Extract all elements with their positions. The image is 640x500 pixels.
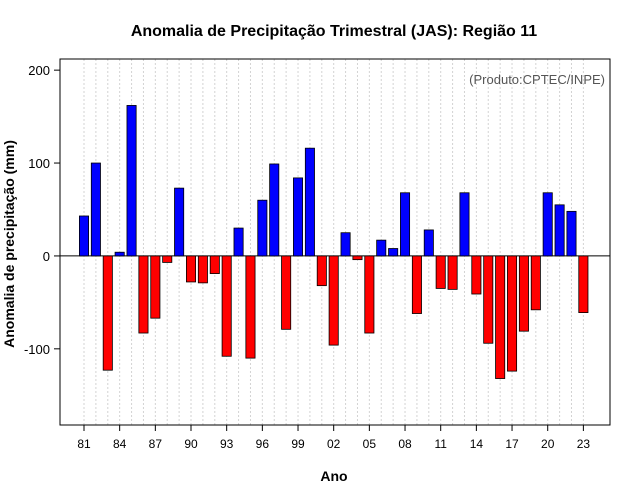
bar-19 <box>530 255 541 311</box>
bar-16 <box>495 255 506 379</box>
bar-95 <box>245 255 256 359</box>
bar-08 <box>400 192 411 257</box>
bar-13 <box>459 192 470 257</box>
bar-14 <box>471 255 482 295</box>
x-tick-label: 99 <box>291 437 305 451</box>
bar-06 <box>376 239 387 257</box>
bar-91 <box>197 255 208 284</box>
bar-21 <box>554 204 565 257</box>
bar-09 <box>411 255 422 314</box>
chart-title: Anomalia de Precipitação Trimestral (JAS… <box>131 23 537 40</box>
x-tick-label: 96 <box>256 437 270 451</box>
bar-03 <box>340 232 351 257</box>
x-tick-label: 20 <box>541 437 555 451</box>
y-axis: -100 0 100 200 <box>24 63 60 357</box>
x-tick-label: 08 <box>398 437 412 451</box>
y-tick-label: 200 <box>28 63 50 78</box>
bar-17 <box>507 255 518 372</box>
bar-02 <box>328 255 339 346</box>
bar-05 <box>364 255 375 334</box>
bars-layer <box>79 105 589 379</box>
x-tick-label: 23 <box>577 437 591 451</box>
bar-85 <box>126 105 137 257</box>
y-axis-title: Anomalia de precipitação (mm) <box>1 140 17 348</box>
bar-88 <box>162 255 173 263</box>
bar-98 <box>281 255 292 330</box>
y-tick-label: 0 <box>43 249 50 264</box>
bar-22 <box>566 210 577 257</box>
bar-10 <box>423 229 434 257</box>
bar-90 <box>186 255 197 283</box>
x-tick-label: 02 <box>327 437 341 451</box>
bar-92 <box>209 255 220 274</box>
bar-20 <box>542 192 553 257</box>
x-tick-label: 14 <box>470 437 484 451</box>
bar-15 <box>483 255 494 344</box>
bar-93 <box>221 255 232 357</box>
y-tick-label: 100 <box>28 156 50 171</box>
bar-84 <box>114 251 125 257</box>
bar-04 <box>352 255 363 261</box>
bar-94 <box>233 227 244 257</box>
bar-97 <box>269 163 280 257</box>
bar-89 <box>174 187 185 257</box>
bar-86 <box>138 255 149 334</box>
x-tick-label: 17 <box>505 437 519 451</box>
bar-81 <box>79 215 90 257</box>
bar-00 <box>304 147 315 257</box>
x-tick-label: 81 <box>77 437 91 451</box>
x-tick-label: 05 <box>363 437 377 451</box>
bar-07 <box>388 248 399 257</box>
x-tick-label: 90 <box>184 437 198 451</box>
bar-87 <box>150 255 161 319</box>
bar-96 <box>257 199 268 257</box>
x-tick-label: 84 <box>113 437 127 451</box>
bar-99 <box>293 177 304 257</box>
bar-83 <box>102 255 113 371</box>
bar-82 <box>90 162 101 257</box>
x-tick-label: 11 <box>434 437 447 451</box>
y-tick-label: -100 <box>24 342 50 357</box>
plot-frame <box>59 58 611 426</box>
bar-23 <box>578 255 589 313</box>
bar-11 <box>435 255 446 289</box>
x-axis-title: Ano <box>320 468 347 484</box>
x-tick-label: 87 <box>149 437 163 451</box>
credit-label: (Produto:CPTEC/INPE) <box>469 72 605 87</box>
bar-12 <box>447 255 458 290</box>
x-axis: 81 84 87 90 93 96 99 02 05 08 11 14 17 20 23 <box>77 425 590 451</box>
bar-18 <box>518 255 529 332</box>
x-tick-label: 93 <box>220 437 234 451</box>
bar-01 <box>316 255 327 287</box>
